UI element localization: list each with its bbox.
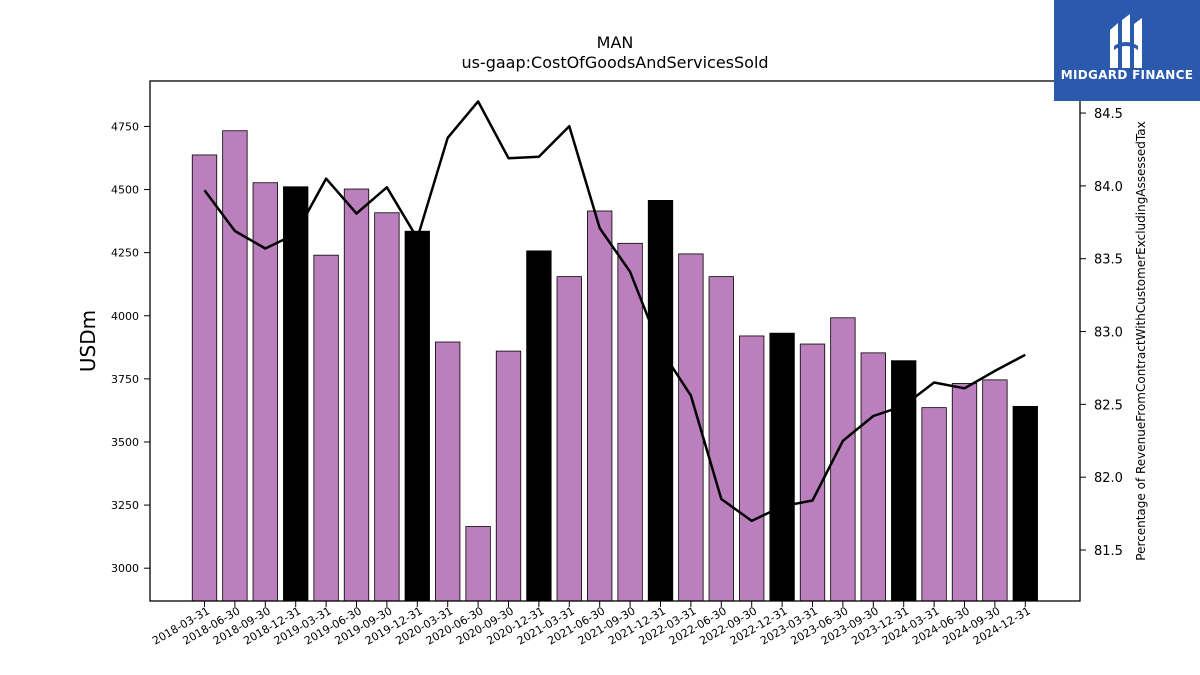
chart-title: MAN bbox=[597, 33, 634, 52]
y2-tick-label-81.5: 81.5 bbox=[1094, 544, 1123, 559]
x-axis-ticks: 2018-03-312018-06-302018-09-302018-12-31… bbox=[150, 601, 1033, 648]
bar-2019-12-31 bbox=[404, 230, 430, 602]
bar-2022-06-30 bbox=[708, 276, 734, 602]
bar-2021-06-30 bbox=[587, 210, 613, 602]
bar-2018-03-31 bbox=[191, 154, 218, 602]
bar-2018-12-31 bbox=[283, 186, 309, 602]
y-tick-label-3000: 3000 bbox=[111, 562, 139, 575]
left-axis-ticks: 3000 3250 3500 3750 4000 4250 4500 4750 bbox=[111, 120, 150, 575]
bar-2021-03-31 bbox=[556, 276, 582, 602]
bar-2023-12-31 bbox=[891, 360, 917, 602]
bar-2020-06-30 bbox=[465, 526, 491, 602]
y2-tick-label-82.5: 82.5 bbox=[1094, 398, 1123, 413]
y2-tick-label-84.5: 84.5 bbox=[1094, 107, 1123, 122]
bar-2024-09-30 bbox=[982, 379, 1008, 602]
bar-2024-06-30 bbox=[951, 383, 978, 602]
bar-2019-03-31 bbox=[313, 254, 339, 602]
bar-2018-06-30 bbox=[222, 130, 248, 602]
chart-subtitle: us-gaap:CostOfGoodsAndServicesSold bbox=[461, 53, 768, 72]
y2-tick-label-82.0: 82.0 bbox=[1094, 471, 1123, 486]
y-tick-label-3500: 3500 bbox=[111, 436, 139, 449]
y2-tick-label-83.0: 83.0 bbox=[1094, 326, 1123, 341]
bar-2022-12-31 bbox=[769, 332, 795, 602]
bar-2021-09-30 bbox=[617, 242, 643, 602]
bar-2022-09-30 bbox=[739, 335, 765, 602]
y-tick-label-4500: 4500 bbox=[111, 184, 139, 197]
bar-2024-03-31 bbox=[921, 407, 947, 602]
bar-2023-03-31 bbox=[799, 343, 826, 602]
bar-2023-09-30 bbox=[860, 352, 886, 602]
bar-2021-12-31 bbox=[647, 199, 674, 602]
y-axis-label: USDm bbox=[76, 310, 100, 372]
bar-2018-09-30 bbox=[252, 182, 278, 602]
bar-2019-06-30 bbox=[343, 188, 370, 602]
ratio-line-series bbox=[203, 100, 1026, 523]
y2-axis-label: Percentage of RevenueFromContractWithCus… bbox=[1134, 121, 1148, 560]
y-tick-label-3750: 3750 bbox=[111, 373, 139, 386]
logo-mark-icon bbox=[1110, 14, 1142, 68]
ratio-line bbox=[203, 100, 1026, 523]
bar-series bbox=[191, 130, 1038, 602]
midgard-finance-logo: MIDGARD FINANCE bbox=[1054, 0, 1200, 101]
plot-frame bbox=[149, 80, 1081, 602]
right-axis-ticks: 81.5 82.0 82.5 83.0 83.5 84.0 84.5 bbox=[1080, 107, 1123, 559]
y-tick-label-4250: 4250 bbox=[111, 247, 139, 260]
y-tick-label-4000: 4000 bbox=[111, 310, 139, 323]
y-tick-label-3250: 3250 bbox=[111, 499, 139, 512]
bar-2020-12-31 bbox=[526, 250, 552, 602]
y2-tick-label-83.5: 83.5 bbox=[1094, 253, 1123, 268]
bar-2024-12-31 bbox=[1012, 405, 1038, 602]
y-tick-label-4750: 4750 bbox=[111, 120, 139, 133]
y2-tick-label-84.0: 84.0 bbox=[1094, 180, 1123, 195]
bar-2020-09-30 bbox=[495, 350, 522, 602]
bar-2019-09-30 bbox=[374, 212, 400, 602]
bar-2020-03-31 bbox=[435, 341, 461, 602]
logo-text: MIDGARD FINANCE bbox=[1060, 68, 1194, 82]
